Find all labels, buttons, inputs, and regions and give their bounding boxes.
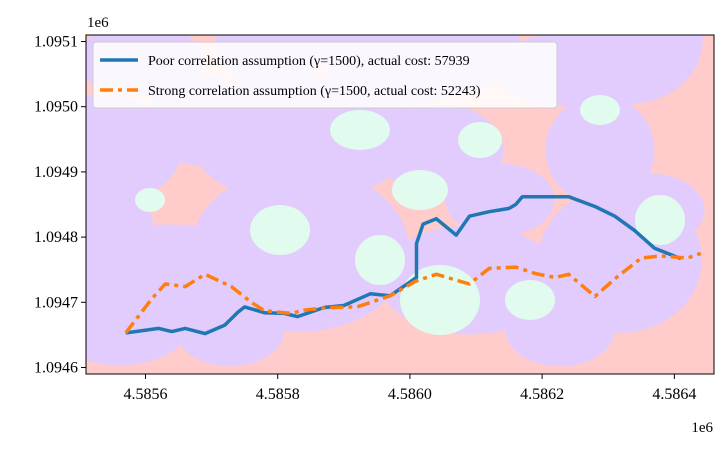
- legend: Poor correlation assumption (γ=1500), ac…: [92, 41, 558, 109]
- axis-ticks: 4.5856 4.5858 4.5860 4.5862 4.5864 1.0946 1.09…: [34, 34, 696, 403]
- legend-box: [92, 41, 558, 109]
- plot-frame: [85, 34, 715, 375]
- bg-region-purple: [445, 163, 555, 237]
- x-tick-label: 4.5864: [652, 386, 696, 403]
- x-tick-label: 4.5860: [388, 386, 432, 403]
- y-tick-label: 1.0947: [34, 294, 78, 311]
- y-tick-label: 1.0949: [34, 164, 78, 181]
- bg-region-green: [505, 280, 555, 320]
- x-tick-label: 4.5858: [256, 386, 300, 403]
- y-offset-label: 1e6: [87, 15, 109, 31]
- y-tick-label: 1.0948: [34, 229, 78, 246]
- bg-region-green: [330, 110, 390, 150]
- series-line-1: [125, 194, 682, 336]
- background-cost-map: [86, 35, 714, 374]
- y-tick-label: 1.0951: [34, 34, 78, 51]
- y-tick-label: 1.0950: [34, 99, 78, 116]
- y-tick-label: 1.0946: [34, 359, 78, 376]
- bg-region-green: [458, 122, 502, 158]
- bg-region-purple: [190, 168, 410, 332]
- x-tick-label: 4.5862: [520, 386, 564, 403]
- bg-region-green: [355, 235, 405, 285]
- bg-region-purple: [86, 274, 193, 366]
- bg-region-green: [250, 205, 310, 255]
- x-offset-label: 1e6: [691, 420, 713, 436]
- bg-region-green: [580, 95, 620, 125]
- bg-region-green: [392, 170, 448, 210]
- bg-region-green: [635, 195, 685, 245]
- bg-region-green: [135, 188, 165, 212]
- legend-label-1: Poor correlation assumption (γ=1500), ac…: [148, 54, 470, 69]
- series-layer: [124, 194, 702, 336]
- series-line-2: [124, 251, 702, 334]
- legend-label-2: Strong correlation assumption (γ=1500, a…: [148, 84, 481, 99]
- bg-region-purple: [557, 35, 703, 104]
- x-tick-label: 4.5856: [123, 386, 167, 403]
